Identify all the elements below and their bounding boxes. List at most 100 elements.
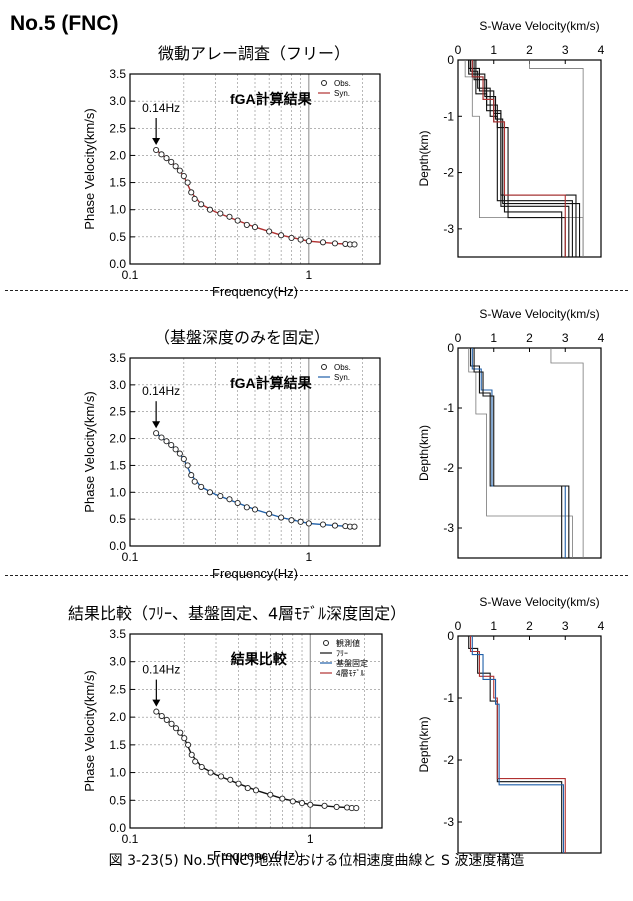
phase-velocity-chart-comparison: 0.0 0.5 1.0 1.5 2.0 2.5 3.0 3.5 0.1 1 Frequency(Hz… bbox=[82, 627, 383, 863]
y-tick-label: 0 bbox=[447, 53, 454, 67]
y-tick-label: 3.5 bbox=[109, 67, 126, 81]
y-tick-label: 2.0 bbox=[109, 710, 126, 724]
velocity-profile-line bbox=[469, 60, 573, 257]
observed-data-point bbox=[163, 716, 170, 723]
observed-data-point bbox=[351, 523, 358, 530]
velocity-profile-line bbox=[469, 348, 563, 558]
x-tick-label: 1 bbox=[490, 331, 497, 345]
observed-data-point bbox=[185, 741, 192, 748]
s-wave-profile-chart-comparison: S-Wave Velocity(km/s) 0 1 2 3 4 0 -1 -2 -3 Depth(k… bbox=[417, 595, 605, 854]
observed-data-point bbox=[243, 221, 250, 228]
observed-data-point bbox=[184, 179, 191, 186]
x-tick-label: 0.1 bbox=[122, 832, 139, 846]
y-tick-label: -3 bbox=[443, 521, 454, 535]
observed-data-point bbox=[176, 167, 183, 174]
x-tick-label: 3 bbox=[562, 619, 569, 633]
x-tick-label: 1 bbox=[307, 832, 314, 846]
grid-lines bbox=[130, 74, 380, 264]
plot-frame bbox=[129, 357, 381, 547]
observed-data-point bbox=[297, 518, 304, 525]
observed-data-point bbox=[298, 800, 306, 807]
observed-data-point bbox=[158, 151, 165, 158]
observed-data-point bbox=[153, 430, 160, 437]
y-tick-label: 2.0 bbox=[109, 148, 126, 162]
inner-chart-title: fGA計算結果 bbox=[230, 91, 313, 107]
observed-data-point bbox=[153, 708, 160, 715]
y-tick-label: -2 bbox=[443, 166, 454, 180]
legend-marker-obs bbox=[321, 80, 327, 86]
x-tick-label: 0 bbox=[455, 43, 462, 57]
plot-frame bbox=[129, 73, 381, 265]
legend-entry-label: 基盤固定 bbox=[336, 658, 368, 668]
observed-data-point bbox=[217, 210, 224, 217]
observed-data-point bbox=[172, 725, 180, 732]
x-tick-label: 1 bbox=[305, 550, 312, 564]
observed-data-point bbox=[288, 517, 295, 524]
frequency-annotation: 0.14Hz bbox=[142, 384, 180, 398]
inner-chart-title: 結果比較 bbox=[231, 651, 288, 667]
velocity-profile-line bbox=[469, 636, 566, 853]
velocity-profile-line bbox=[471, 636, 565, 853]
x-tick-label: 1 bbox=[490, 619, 497, 633]
frequency-annotation: 0.14Hz bbox=[142, 663, 180, 677]
observed-data-point bbox=[235, 780, 242, 787]
observed-data-point bbox=[319, 239, 327, 246]
vs-chart-title: S-Wave Velocity(km/s) bbox=[479, 307, 599, 321]
observed-data-point bbox=[188, 189, 195, 196]
search-bound-line bbox=[468, 348, 573, 558]
observed-data-point bbox=[168, 441, 175, 449]
observed-data-point bbox=[180, 455, 187, 463]
observed-data-point bbox=[267, 791, 274, 798]
x-tick-label: 4 bbox=[598, 619, 605, 633]
legend-marker-obs bbox=[321, 364, 327, 370]
x-tick-label: 1 bbox=[490, 43, 497, 57]
observed-data-point bbox=[266, 228, 273, 235]
y-tick-label: -3 bbox=[443, 815, 454, 829]
observed-data-point bbox=[206, 489, 214, 496]
phase-velocity-chart-fixed: 0.0 0.5 1.0 1.5 2.0 2.5 3.0 3.5 0.1 1 Frequency(Hz… bbox=[82, 351, 381, 581]
observed-data-point bbox=[234, 499, 241, 507]
observed-data-point bbox=[321, 802, 328, 809]
velocity-profile-line bbox=[468, 60, 570, 257]
x-tick-label: 3 bbox=[562, 331, 569, 345]
y-tick-label: 2.5 bbox=[109, 121, 126, 135]
y-axis-label: Phase Velocity(km/s) bbox=[82, 670, 97, 791]
section-separator bbox=[5, 290, 628, 291]
y-tick-label: -1 bbox=[443, 109, 454, 123]
observed-data-point bbox=[180, 173, 187, 180]
y-tick-label: 0.5 bbox=[109, 230, 126, 244]
y-tick-label: -1 bbox=[443, 401, 454, 415]
observed-data-point bbox=[181, 735, 188, 742]
observed-data-point bbox=[192, 758, 199, 765]
observed-data-point bbox=[168, 158, 175, 165]
observed-data-point bbox=[163, 438, 170, 445]
observed-data-point bbox=[198, 763, 205, 771]
y-tick-label: 0 bbox=[447, 341, 454, 355]
observed-data-point bbox=[191, 478, 198, 485]
y-tick-label: 2.5 bbox=[109, 682, 126, 696]
observed-data-point bbox=[198, 483, 205, 490]
annotation-arrowhead bbox=[152, 699, 161, 707]
observed-data-point bbox=[305, 238, 312, 245]
plot-frame bbox=[129, 633, 383, 829]
y-tick-label: 0.5 bbox=[109, 512, 126, 526]
observed-data-point bbox=[168, 720, 175, 727]
x-tick-label: 4 bbox=[598, 331, 605, 345]
observed-data-point bbox=[278, 232, 285, 239]
section-3-title: 結果比較（ﾌﾘｰ、基盤固定、4層ﾓﾃﾞﾙ深度固定） bbox=[68, 604, 407, 623]
observed-data-point bbox=[206, 206, 214, 213]
observed-data-point bbox=[234, 217, 241, 224]
y-tick-label: 1.5 bbox=[109, 458, 126, 472]
legend-entry-label: Syn. bbox=[334, 373, 350, 382]
y-tick-label: -2 bbox=[443, 753, 454, 767]
figure-caption: 図 3-23(5) No.5(FNC)地点における位相速度曲線と S 波速度構造 bbox=[108, 853, 525, 869]
section-separator bbox=[5, 575, 628, 576]
x-tick-label: 0.1 bbox=[122, 268, 139, 282]
legend-entry-label: Obs. bbox=[334, 79, 351, 88]
search-bound-line bbox=[529, 60, 584, 257]
plot-frame bbox=[457, 635, 602, 854]
legend-entry-label: 4層ﾓﾃﾞﾙ bbox=[336, 669, 364, 678]
observed-data-point bbox=[331, 240, 339, 247]
velocity-profile-line bbox=[471, 60, 566, 257]
